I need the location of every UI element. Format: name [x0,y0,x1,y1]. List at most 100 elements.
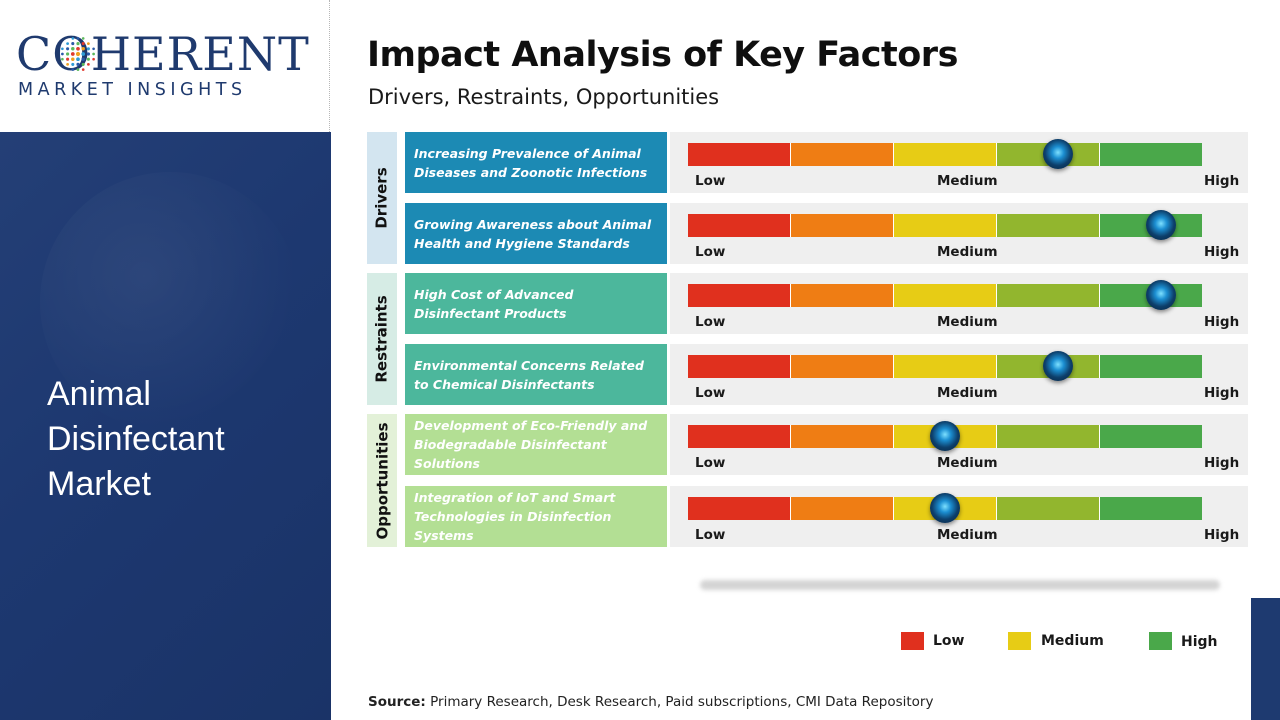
market-panel [0,132,331,720]
scale-segment [688,284,791,307]
legend-label-medium: Medium [1041,633,1104,649]
scale-segment [791,284,894,307]
scale-label-medium: Medium [937,314,998,330]
scale-segment [1100,497,1202,520]
impact-marker [1043,139,1074,169]
logo-dot [61,47,64,51]
impact-marker [930,421,960,451]
legend-label-low: Low [933,633,965,649]
scale-segment [894,355,997,378]
scale-segment [688,425,791,448]
corner-decoration [1251,598,1280,720]
logo-dot [71,68,75,71]
legend-swatch-high [1149,632,1172,650]
scale-segment [1100,143,1202,166]
scale-segment [894,143,997,166]
logo-dot [66,47,70,51]
company-logo: COHERENT MARKET INSIGHTS [0,0,331,132]
logo-dot [61,52,64,56]
scale-label-low: Low [695,385,726,401]
impact-marker [1145,280,1176,310]
impact-scale-bar [688,425,1202,448]
left-panel: COHERENT MARKET INSIGHTS Animal Disinfec… [0,0,331,720]
market-title-line-3: Market [47,465,151,503]
scale-label-medium: Medium [937,244,998,260]
category-restraints: Restraints [367,273,397,405]
logo-dot [76,46,80,51]
factor-label: High Cost of Advanced Disinfectant Produ… [405,273,667,334]
impact-marker [1145,210,1176,240]
logo-dot [76,68,80,71]
logo-dot [81,68,85,71]
impact-marker [1043,351,1074,381]
impact-scale-bar [688,284,1202,307]
impact-scale-bar [688,355,1202,378]
logo-dot [66,42,69,45]
scale-segment [894,284,997,307]
scale-label-high: High [1204,385,1240,401]
logo-main-text: COHERENT [16,27,310,81]
scale-segment [791,143,894,166]
logo-dot [81,47,85,51]
logo-dot [87,63,90,66]
market-title-line-2: Disinfectant [47,420,225,458]
scale-label-low: Low [695,314,726,330]
category-label: Opportunities [373,421,392,540]
logo-dot [81,62,85,66]
logo-dot [71,42,75,46]
logo-dot [75,51,81,57]
scale-segment [997,284,1100,307]
scale-segment [1100,355,1202,378]
scale-label-high: High [1204,455,1240,471]
scale-segment [791,214,894,237]
legend-swatch-medium [1008,632,1031,650]
logo-dot [61,57,64,61]
scale-segment [688,143,791,166]
scale-label-medium: Medium [937,455,998,471]
scale-segment [997,425,1100,448]
logo-dot [66,57,70,61]
logo-dot [66,52,70,56]
logo-dot [76,37,80,40]
legend-label-high: High [1181,634,1218,650]
scale-segment [791,355,894,378]
logo-divider [329,0,330,132]
category-label: Restraints [373,295,392,383]
logo-dot [71,47,75,51]
category-label: Drivers [373,167,391,229]
market-title-line-1: Animal [47,375,151,413]
page-title: Impact Analysis of Key Factors [367,35,958,75]
logo-dot [71,57,75,61]
logo-sub-text: MARKET INSIGHTS [18,80,247,100]
logo-dot [70,52,75,56]
legend-swatch-low [901,632,924,650]
source-label: Source: [368,694,426,710]
scale-segment [997,497,1100,520]
scale-segment [688,497,791,520]
factor-label: Environmental Concerns Related to Chemic… [405,344,667,405]
logo-dot [76,42,80,46]
scale-label-medium: Medium [937,527,998,543]
logo-dot [76,62,80,66]
scale-segment [997,214,1100,237]
scale-label-low: Low [695,173,726,189]
scale-label-low: Low [695,527,726,543]
logo-dot [81,57,85,61]
logo-dot [81,52,86,56]
logo-dot [86,57,90,61]
factor-label: Development of Eco-Friendly and Biodegra… [405,414,667,475]
logo-dot [71,62,75,66]
logo-dot [92,52,95,56]
scale-label-high: High [1204,244,1240,260]
scale-segment [791,497,894,520]
scale-segment [791,425,894,448]
source-note: Source: Primary Research, Desk Research,… [368,694,933,710]
scale-label-high: High [1204,314,1240,330]
logo-globe-icon [61,37,95,71]
impact-scale-bar [688,214,1202,237]
logo-dot [76,57,80,62]
logo-dot [66,63,69,66]
scale-label-high: High [1204,527,1240,543]
scale-label-low: Low [695,244,726,260]
logo-dot [71,37,75,40]
